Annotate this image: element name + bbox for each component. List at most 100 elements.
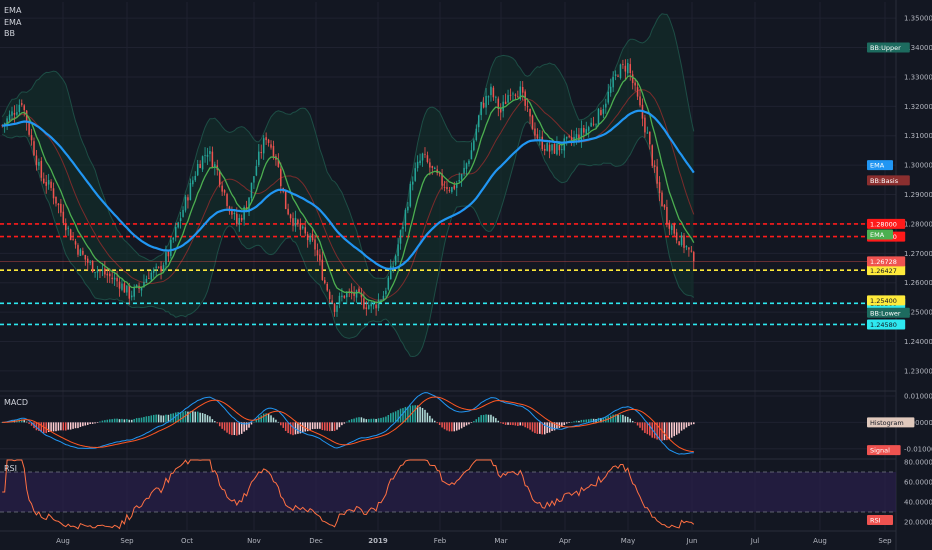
candle-body [497,98,500,110]
candle-body [240,218,243,221]
macd-tick-label: 0.00000 [904,419,932,427]
macd-histogram-bar [214,421,216,423]
macd-histogram-bar [612,414,614,423]
macd-histogram-bar [106,419,109,423]
candle-body [519,86,522,99]
macd-badge: Histogram [870,419,904,427]
macd-histogram-bar [194,411,197,423]
macd-histogram-bar [270,415,272,423]
candle-body [167,251,170,257]
macd-histogram-bar [262,413,265,423]
macd-histogram-bar [536,422,539,434]
rsi-tick-label: 60.0000 [904,479,932,487]
macd-histogram-bar [302,422,304,433]
indicator-label-bb[interactable]: BB [4,29,15,38]
macd-histogram-bar [123,419,126,423]
candle-body [402,226,404,229]
macd-histogram-bar [297,422,299,434]
indicator-label-ema-1[interactable]: EMA [4,6,22,15]
candle-body [184,196,187,211]
macd-histogram-bar [453,422,456,432]
candle-body [480,101,482,116]
candle-body [284,189,287,209]
candle-body [324,280,326,284]
candle-body [556,144,558,155]
macd-histogram-bar [25,421,28,423]
candle-body [309,235,311,242]
macd-tick-label: -0.01000 [904,445,932,453]
macd-histogram-bar [86,422,89,425]
candle-body [214,164,216,168]
candle-body [570,137,573,140]
macd-histogram-bar [304,422,306,432]
macd-histogram-bar [377,418,380,423]
macd-histogram-bar [336,422,338,430]
candle-body [277,160,280,168]
macd-histogram-bar [678,422,680,434]
macd-histogram-bar [43,422,45,433]
price-tick-label: 1.27000 [904,250,932,258]
candle-body [551,144,553,151]
macd-histogram-bar [487,414,490,423]
candle-body [382,295,385,301]
macd-histogram-bar [509,422,512,425]
candle-body [673,224,675,234]
candle-body [160,266,162,272]
candle-body [40,160,43,178]
macd-histogram-bar [72,422,74,429]
candle-body [140,287,143,291]
candle-body [470,150,473,160]
rsi-band-fill [0,472,896,512]
macd-histogram-bar [157,414,160,423]
candle-body [304,227,306,234]
candle-body [69,229,72,241]
macd-histogram-bar [152,414,155,423]
candle-body [111,277,113,280]
price-tick-label: 1.29000 [904,191,932,199]
macd-histogram-bar [62,422,65,431]
indicator-price-badge: 1.26728 [870,258,897,266]
macd-histogram-bar [55,422,57,432]
candle-body [343,295,346,298]
time-tick-label: Nov [247,537,261,545]
macd-pane-title: MACD [4,398,28,407]
macd-histogram-bar [28,422,30,424]
candle-body [135,284,138,287]
macd-histogram-bar [502,422,504,424]
macd-histogram-bar [416,405,419,423]
macd-histogram-bar [99,421,101,423]
candle-body [338,295,341,304]
indicator-price-badge-bg [867,295,906,306]
macd-histogram-bar [111,419,113,423]
macd-histogram-bar [228,422,231,435]
macd-histogram-bar [341,422,343,426]
macd-histogram-bar [609,415,612,423]
indicator-price-badge: EMA [870,231,885,239]
candle-body [118,281,121,289]
macd-histogram-bar [433,420,436,423]
candle-body [561,149,563,150]
candle-body [477,115,480,128]
candle-body [355,290,358,298]
candle-body [104,268,106,275]
rsi-badge: RSI [870,517,881,525]
candle-body [390,266,392,280]
macd-histogram-bar [226,422,228,433]
macd-histogram-bar [140,417,143,423]
candle-body [38,162,40,166]
time-tick-label: Mar [494,537,507,545]
candle-body [433,167,436,170]
candle-body [60,203,62,213]
macd-histogram-bar [693,422,695,425]
candle-body [358,288,360,293]
candle-body [495,96,497,98]
macd-histogram-bar [292,422,294,436]
indicator-label-ema-2[interactable]: EMA [4,18,22,27]
candle-body [67,227,69,229]
macd-histogram-bar [438,422,441,425]
macd-histogram-bar [561,422,563,427]
macd-histogram-bar [492,416,495,423]
candle-body [272,145,275,158]
candle-body [84,254,87,260]
